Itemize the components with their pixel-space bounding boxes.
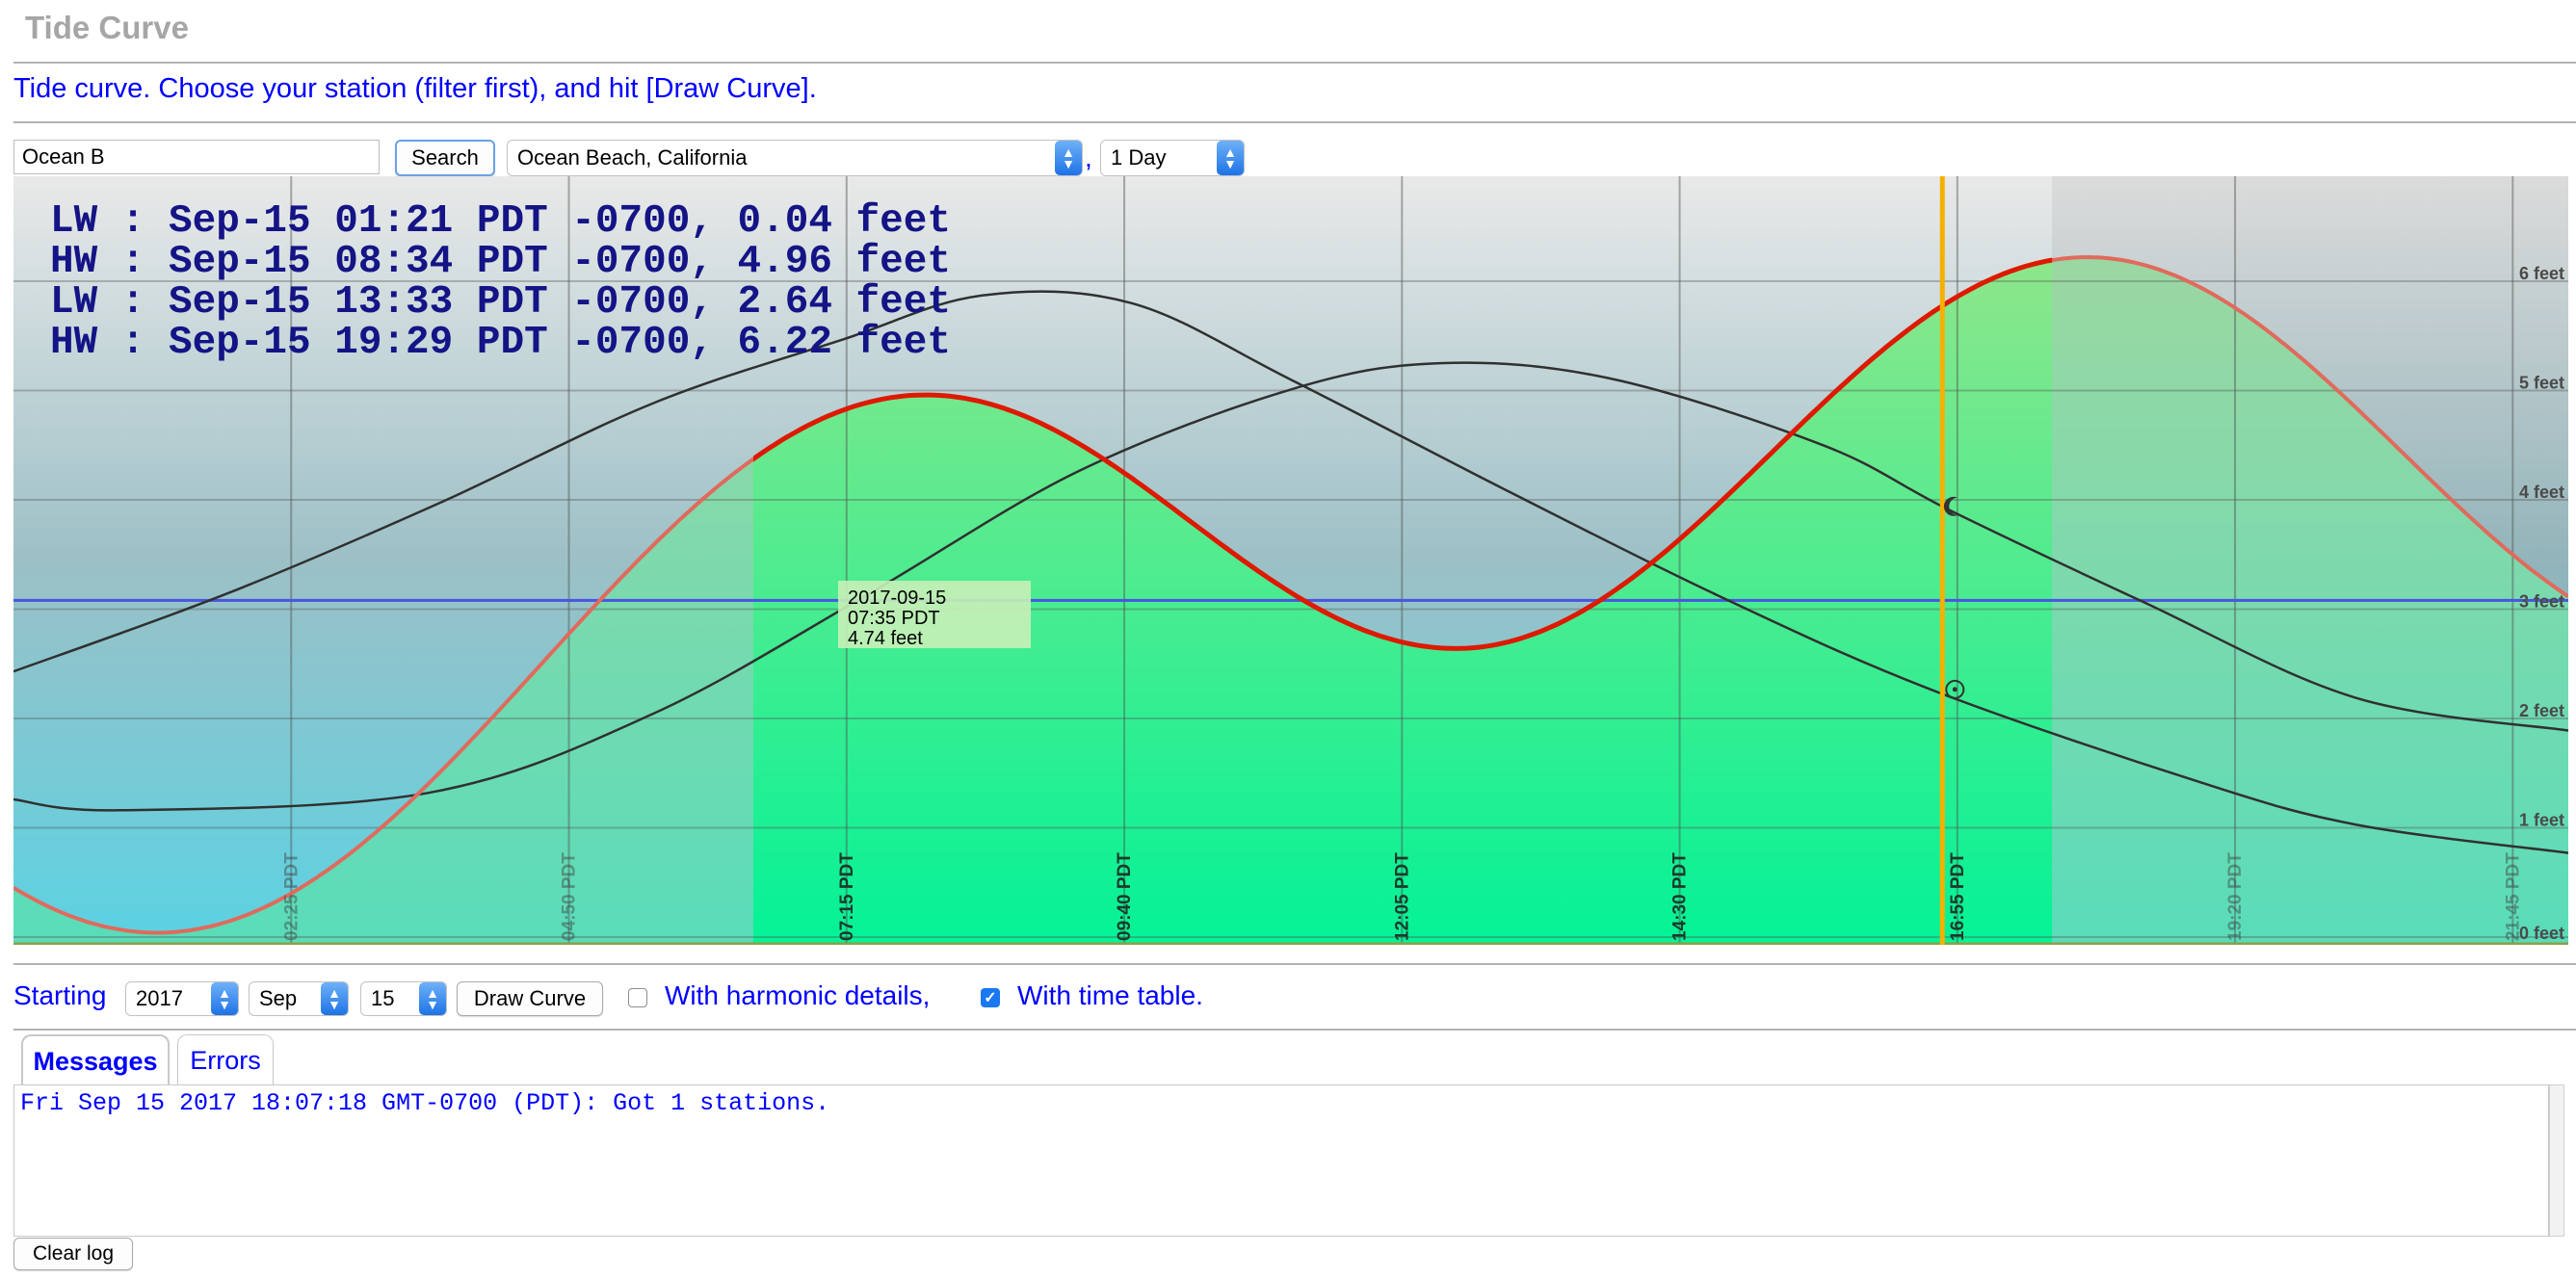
select-arrows-icon: ▲ ▼	[1217, 141, 1244, 175]
current-time-line	[1939, 176, 1945, 945]
x-tick-label: 16:55 PDT	[1948, 852, 1968, 941]
reference-level-line	[13, 598, 2568, 602]
x-axis-labels: 02:25 PDT 04:50 PDT 07:15 PDT 09:40 PDT 12:0…	[281, 852, 2523, 941]
x-tick-label: 14:30 PDT	[1670, 852, 1691, 941]
tab-messages[interactable]: Messages	[21, 1034, 170, 1086]
tide-area-day	[752, 260, 2053, 945]
tide-extreme-line: HW : Sep-15 19:29 PDT -0700, 6.22 feet	[50, 321, 951, 365]
clear-log-button[interactable]: Clear log	[13, 1238, 133, 1270]
y-tick-label: 6 feet	[2519, 264, 2564, 283]
log-entry: Fri Sep 15 2017 18:07:18 GMT-0700 (PDT):…	[20, 1089, 830, 1117]
y-axis-labels: 0 feet 1 feet 2 feet 3 feet 4 feet 5 feet 6 fe…	[2519, 264, 2564, 943]
grid-lines	[13, 176, 2568, 945]
select-arrows-icon: ▲ ▼	[321, 982, 348, 1015]
tide-curve-day	[752, 257, 2053, 651]
draw-curve-button[interactable]: Draw Curve	[457, 981, 603, 1016]
day-select[interactable]: 15 ▲ ▼	[360, 981, 447, 1016]
instructions-text: Tide curve. Choose your station (filter …	[13, 73, 817, 104]
x-tick-label: 19:20 PDT	[2225, 852, 2246, 941]
x-tick-label: 07:15 PDT	[837, 852, 857, 941]
x-tick-label: 02:25 PDT	[281, 852, 302, 941]
y-tick-label: 2 feet	[2519, 701, 2564, 720]
x-tick-label: 12:05 PDT	[1392, 852, 1412, 941]
divider	[13, 1029, 2576, 1031]
month-select[interactable]: Sep ▲ ▼	[249, 981, 349, 1016]
station-select[interactable]: Ocean Beach, California ▲ ▼	[507, 140, 1083, 176]
comma-separator: ,	[1085, 143, 1092, 172]
year-select[interactable]: 2017 ▲ ▼	[125, 981, 239, 1016]
search-button[interactable]: Search	[395, 140, 495, 176]
tooltip-height: 4.74 feet	[848, 628, 923, 649]
y-tick-label: 3 feet	[2519, 592, 2564, 612]
harmonic-details-checkbox[interactable]	[628, 988, 647, 1007]
select-arrows-icon: ▲ ▼	[211, 982, 238, 1015]
y-tick-label: 1 feet	[2519, 811, 2564, 830]
tide-extreme-line: LW : Sep-15 01:21 PDT -0700, 0.04 feet	[50, 199, 951, 244]
tooltip-time: 07:35 PDT	[848, 608, 940, 629]
tide-extreme-line: HW : Sep-15 08:34 PDT -0700, 4.96 feet	[50, 240, 951, 284]
station-select-value: Ocean Beach, California	[517, 145, 748, 170]
time-table-checkbox[interactable]: ✓	[981, 988, 1000, 1007]
x-tick-label: 21:45 PDT	[2503, 852, 2523, 941]
tide-extremes-list: LW : Sep-15 01:21 PDT -0700, 0.04 feet H…	[50, 199, 951, 365]
x-tick-label: 09:40 PDT	[1115, 852, 1135, 941]
divider	[13, 121, 2576, 123]
moon-icon	[1943, 496, 1958, 516]
message-log: Fri Sep 15 2017 18:07:18 GMT-0700 (PDT):…	[13, 1084, 2549, 1237]
divider	[13, 62, 2576, 64]
duration-select[interactable]: 1 Day ▲ ▼	[1100, 140, 1245, 176]
sun-icon	[1945, 679, 1965, 699]
harmonic-details-label: With harmonic details,	[665, 980, 931, 1010]
starting-label: Starting	[13, 980, 107, 1010]
year-select-value: 2017	[136, 986, 183, 1010]
time-table-label: With time table.	[1017, 980, 1203, 1010]
duration-select-value: 1 Day	[1111, 145, 1167, 170]
page-title: Tide Curve	[25, 10, 189, 45]
day-select-value: 15	[371, 986, 395, 1010]
x-tick-label: 04:50 PDT	[560, 852, 580, 941]
tab-errors[interactable]: Errors	[177, 1034, 274, 1086]
hover-tooltip: 2017-09-15 07:35 PDT 4.74 feet	[838, 581, 1031, 649]
tooltip-date: 2017-09-15	[848, 587, 946, 609]
select-arrows-icon: ▲ ▼	[419, 982, 446, 1015]
tide-extreme-line: LW : Sep-15 13:33 PDT -0700, 2.64 feet	[50, 280, 951, 325]
select-arrows-icon: ▲ ▼	[1055, 141, 1082, 175]
station-filter-input[interactable]	[13, 140, 380, 174]
y-tick-label: 5 feet	[2519, 374, 2564, 393]
tide-chart[interactable]: 0 feet 1 feet 2 feet 3 feet 4 feet 5 feet 6 fe…	[13, 176, 2568, 945]
y-tick-label: 4 feet	[2519, 483, 2564, 502]
divider	[13, 963, 2576, 965]
log-scrollbar[interactable]	[2549, 1084, 2564, 1237]
month-select-value: Sep	[259, 986, 298, 1010]
sun-altitude-curve	[13, 290, 2568, 854]
y-tick-label: 0 feet	[2519, 924, 2564, 943]
moon-altitude-curve	[13, 361, 2568, 812]
